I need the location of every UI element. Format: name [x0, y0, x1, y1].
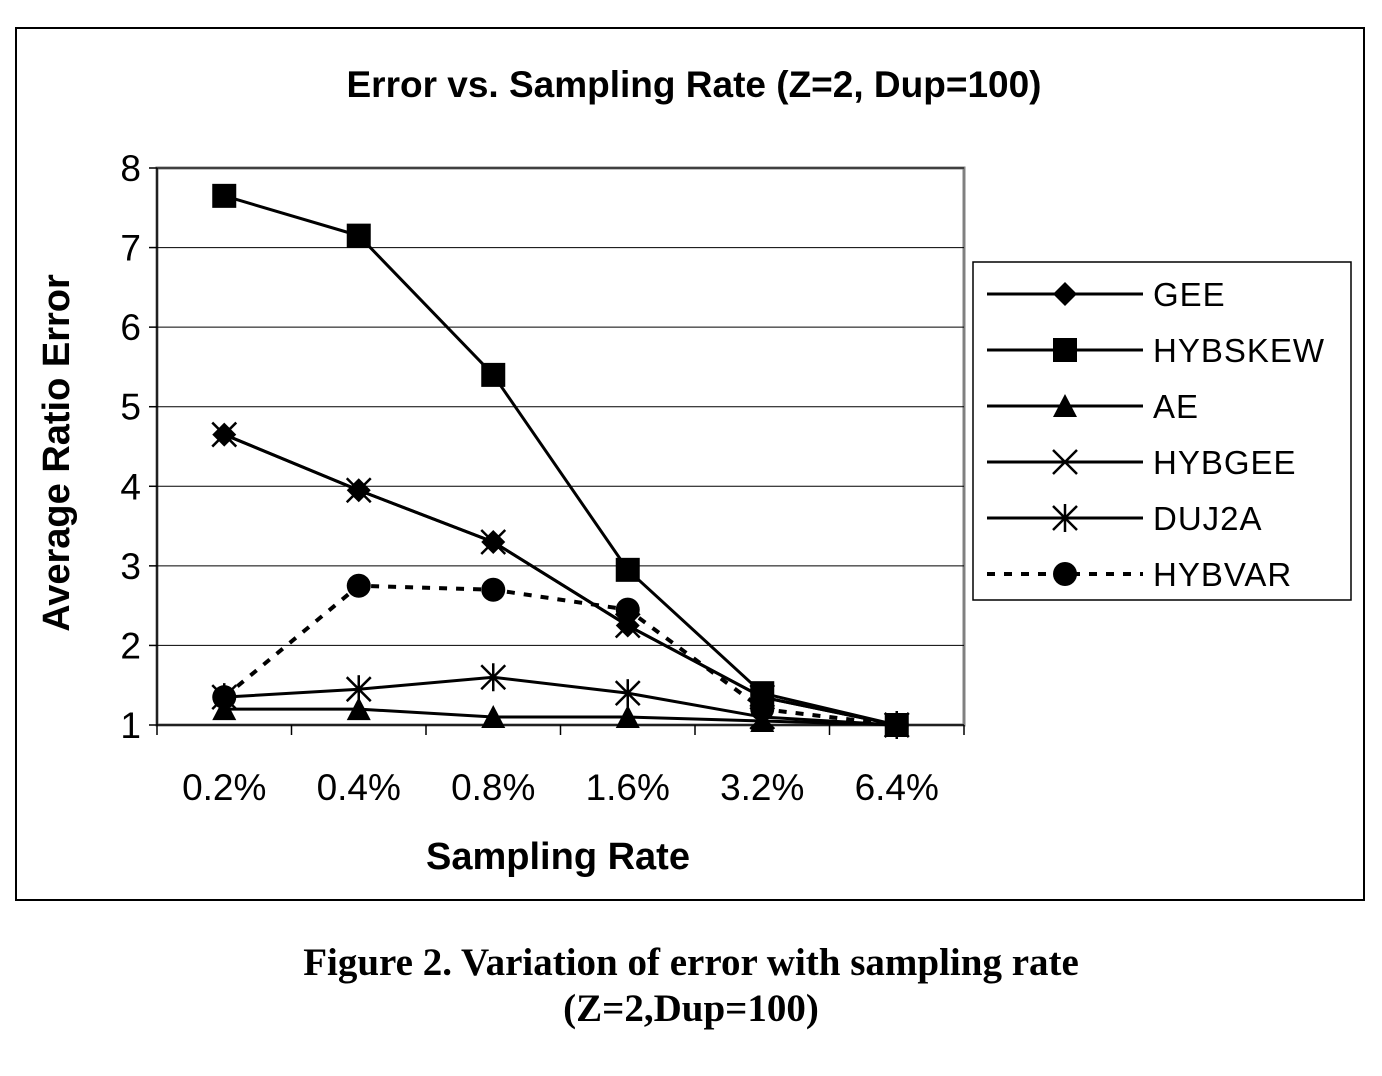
y-tick-label: 1: [120, 705, 141, 746]
point-hybvar-4: [615, 597, 640, 622]
x-tick-label: 6.4%: [855, 767, 939, 808]
x-tick-label: 0.4%: [317, 767, 401, 808]
point-hybvar-5: [750, 697, 775, 722]
y-tick-label: 6: [120, 307, 141, 348]
point-hybgee-2: [345, 477, 372, 504]
series-line-hybgee: [223, 433, 898, 727]
x-tick-label: 0.8%: [451, 767, 535, 808]
point-duj2a-2: [345, 675, 372, 704]
legend-marker-ae: [1053, 394, 1077, 417]
series-line-hybskew: [223, 194, 898, 727]
series-line-duj2a: [224, 675, 897, 727]
series-line-ae: [224, 707, 897, 727]
point-hybskew-2: [346, 223, 371, 248]
point-duj2a-3: [480, 663, 507, 692]
series-line-hybvar: [222, 583, 897, 727]
x-tick-label: 0.2%: [182, 767, 266, 808]
chart-svg: Error vs. Sampling Rate (Z=2, Dup=100) A…: [36, 64, 1352, 878]
y-tick-label: 5: [120, 387, 141, 428]
point-hybvar-6: [884, 713, 909, 737]
legend-label-gee: GEE: [1153, 276, 1226, 313]
point-hybvar-1: [212, 685, 237, 710]
x-axis-title: Sampling Rate: [426, 836, 690, 878]
legend-label-hybvar: HYBVAR: [1153, 556, 1292, 593]
legend-label-hybgee: HYBGEE: [1153, 444, 1297, 481]
legend-marker-gee: [1053, 282, 1077, 306]
legend-label-hybskew: HYBSKEW: [1153, 332, 1325, 369]
plot-area: 1 2 3 4 5 6 7 8 0.2% 0.4% 0.8% 1.6% 3.2% 6.4%: [120, 148, 966, 808]
point-ae-4: [615, 705, 640, 729]
legend-label-ae: AE: [1153, 388, 1199, 425]
point-duj2a-4: [614, 679, 641, 708]
legend-label-duj2a: DUJ2A: [1153, 500, 1263, 537]
y-tick-label: 4: [120, 466, 141, 507]
caption-line-1: Figure 2. Variation of error with sampli…: [303, 941, 1079, 984]
point-hybvar-3: [481, 577, 506, 602]
legend-marker-hybgee: [1052, 449, 1078, 475]
legend-marker-hybskew: [1053, 338, 1077, 362]
series-line-gee: [223, 433, 898, 727]
point-hybskew-3: [481, 362, 506, 387]
point-hybgee-1: [211, 421, 238, 448]
point-hybskew-4: [615, 557, 640, 582]
point-ae-3: [481, 705, 506, 729]
chart-title: Error vs. Sampling Rate (Z=2, Dup=100): [347, 64, 1042, 105]
point-hybgee-3: [480, 529, 507, 555]
y-tick-label: 8: [120, 148, 141, 189]
plot-border: [155, 166, 966, 727]
point-hybvar-2: [346, 573, 371, 598]
y-tick-label: 3: [120, 546, 141, 587]
caption-line-2: (Z=2,Dup=100): [563, 987, 819, 1030]
x-tick-label: 3.2%: [720, 767, 804, 808]
point-hybskew-1: [212, 183, 237, 208]
y-axis-title: Average Ratio Error: [36, 274, 78, 632]
y-tick-label: 7: [120, 228, 141, 269]
legend-box: [972, 261, 1352, 601]
x-tick-label: 1.6%: [586, 767, 670, 808]
y-tick-label: 2: [120, 625, 141, 666]
chart-frame: Error vs. Sampling Rate (Z=2, Dup=100) A…: [15, 27, 1365, 901]
legend-marker-hybvar: [1053, 562, 1077, 586]
point-ae-2: [346, 697, 371, 721]
figure-caption: Figure 2. Variation of error with sampli…: [0, 940, 1382, 1032]
legend: GEE HYBSKEW AE HYBGEE DUJ2A HYBVAR: [972, 261, 1352, 601]
legend-marker-duj2a: [1052, 504, 1078, 532]
